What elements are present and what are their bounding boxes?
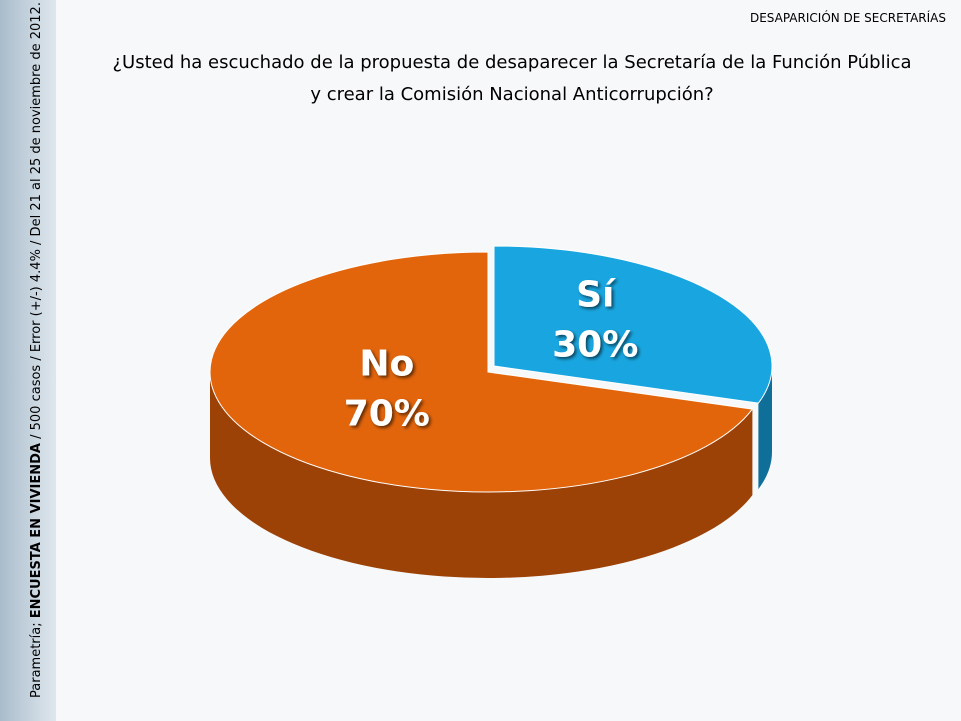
slice-value: 30% bbox=[552, 324, 638, 365]
slice bbox=[493, 245, 773, 490]
slice-category: No bbox=[359, 344, 414, 385]
slice-top bbox=[209, 251, 754, 493]
chart-title: y crear la Comisión Nacional Anticorrupc… bbox=[310, 84, 713, 105]
pie: No 70% Sí 30% bbox=[209, 245, 773, 579]
slice-category: Sí bbox=[576, 274, 616, 315]
slice bbox=[209, 251, 754, 579]
side-strip bbox=[0, 0, 56, 721]
source-rest: / 500 casos / Error (+/-) 4.4% / Del 21 … bbox=[29, 2, 44, 443]
source-prefix: Parametría; bbox=[29, 618, 44, 698]
source-note: Parametría; ENCUESTA EN VIVIENDA / 500 c… bbox=[29, 2, 44, 698]
slice-value: 70% bbox=[344, 394, 430, 435]
slice-side bbox=[210, 372, 753, 579]
slice-top bbox=[493, 245, 773, 404]
chart-title: ¿Usted ha escuchado de la propuesta de d… bbox=[112, 52, 911, 73]
slice-side bbox=[758, 366, 772, 490]
header: DESAPARICIÓN DE SECRETARÍAS bbox=[750, 10, 946, 25]
source-bold: ENCUESTA EN VIVIENDA bbox=[29, 443, 44, 618]
